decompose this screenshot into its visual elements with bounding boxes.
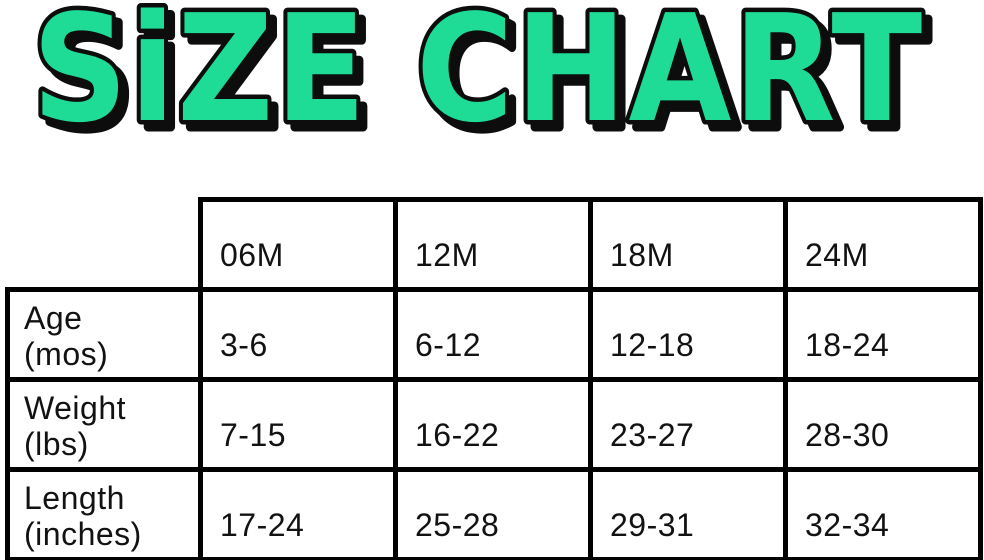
size-table: 06M 12M 18M 24M Age (mos) 3-6 6-12 12-18… <box>5 197 983 560</box>
size-value-cell: 29-31 <box>588 467 788 560</box>
size-column-header-12m: 12M <box>393 197 593 292</box>
row-label-unit: (inches) <box>24 515 142 552</box>
row-label-length: Length (inches) <box>5 467 203 560</box>
size-column-header-18m: 18M <box>588 197 788 292</box>
table-row-age: Age (mos) 3-6 6-12 12-18 18-24 <box>5 287 983 382</box>
table-row-weight: Weight (lbs) 7-15 16-22 23-27 28-30 <box>5 377 983 472</box>
row-label-weight: Weight (lbs) <box>5 377 203 472</box>
size-value-cell: 6-12 <box>393 287 593 382</box>
row-label-name: Length <box>24 479 125 516</box>
size-column-header-24m: 24M <box>783 197 983 292</box>
row-label-unit: (mos) <box>24 335 109 372</box>
row-label-age: Age (mos) <box>5 287 203 382</box>
row-label-unit: (lbs) <box>24 425 89 462</box>
size-value-cell: 25-28 <box>393 467 593 560</box>
corner-cell <box>7 199 201 290</box>
size-value-cell: 23-27 <box>588 377 788 472</box>
size-column-header-06m: 06M <box>198 197 398 292</box>
size-value-cell: 3-6 <box>198 287 398 382</box>
size-chart-title: SiZE CHART SiZE CHART <box>28 0 934 165</box>
table-header-row: 06M 12M 18M 24M <box>7 197 983 292</box>
table-row-length: Length (inches) 17-24 25-28 29-31 32-34 <box>5 467 983 560</box>
row-label-name: Age <box>24 299 83 336</box>
title-shadow-text: SiZE CHART <box>39 0 931 162</box>
row-label-name: Weight <box>24 389 127 426</box>
size-value-cell: 7-15 <box>198 377 398 472</box>
size-value-cell: 17-24 <box>198 467 398 560</box>
size-value-cell: 16-22 <box>393 377 593 472</box>
size-value-cell: 12-18 <box>588 287 788 382</box>
size-value-cell: 32-34 <box>783 467 983 560</box>
size-value-cell: 18-24 <box>783 287 983 382</box>
title-text: SiZE CHART <box>32 0 924 155</box>
size-value-cell: 28-30 <box>783 377 983 472</box>
